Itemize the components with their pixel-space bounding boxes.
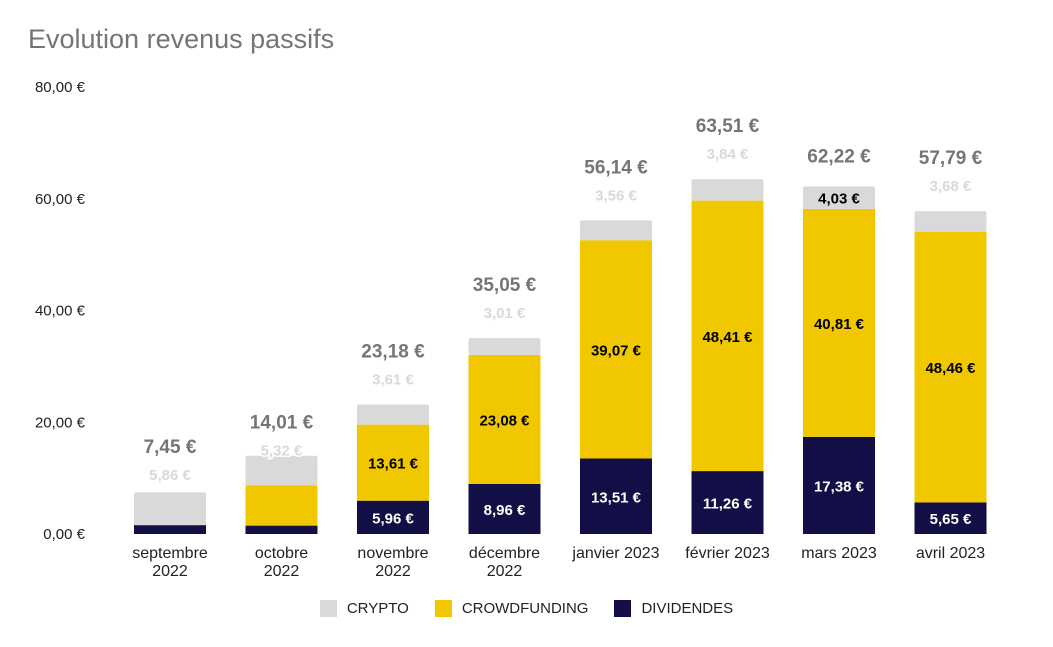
bar-segment-crowdfunding <box>357 424 429 501</box>
bar-segment-dividendes <box>803 436 875 534</box>
data-label: 11,26 € <box>703 496 753 513</box>
x-tick-label: octobre <box>255 545 308 562</box>
bar-segment-dividendes <box>691 471 764 534</box>
legend-label: CROWDFUNDING <box>461 600 589 617</box>
chart-title: Evolution revenus passifs <box>28 24 335 54</box>
bar-segment-crypto <box>245 455 318 486</box>
bar-segment-dividendes <box>245 525 318 534</box>
total-label: 14,01 € <box>250 413 314 434</box>
legend-swatch <box>434 600 452 617</box>
y-tick-label: 60,00 € <box>35 191 86 208</box>
legend-swatch <box>614 600 632 617</box>
data-label: 13,61 € <box>368 456 419 473</box>
x-tick-label: novembre <box>357 545 428 562</box>
legend: CRYPTO CROWDFUNDING DIVIDENDES <box>0 600 1053 617</box>
data-label: 3,84 € <box>707 146 749 163</box>
data-label: 13,51 € <box>591 489 642 506</box>
bar-segment-dividendes <box>580 458 652 534</box>
x-tick-label: septembre <box>132 545 208 562</box>
bar-segment-crypto <box>134 492 206 526</box>
total-label: 23,18 € <box>361 341 425 362</box>
x-tick-label: avril 2023 <box>916 545 985 562</box>
legend-label: DIVIDENDES <box>641 600 734 617</box>
data-label: 5,96 € <box>372 510 414 527</box>
data-label: 8,96 € <box>484 502 526 519</box>
x-tick-label: 2022 <box>487 563 523 580</box>
bar-segment-crowdfunding <box>468 354 541 484</box>
total-label: 63,51 € <box>696 116 760 137</box>
bar-segment-crowdfunding <box>245 485 318 526</box>
x-tick-label: mars 2023 <box>801 545 877 562</box>
y-tick-label: 80,00 € <box>35 79 86 96</box>
bar-segment-crypto <box>803 186 875 209</box>
legend-item-crypto[interactable]: CRYPTO <box>319 600 409 617</box>
data-label: 39,07 € <box>591 342 642 359</box>
bar-segment-dividendes <box>357 500 429 534</box>
data-label: 3,01 € <box>484 305 526 322</box>
data-label: 5,65 € <box>930 511 972 528</box>
data-label: 23,08 € <box>479 412 530 429</box>
total-label: 62,22 € <box>807 146 871 167</box>
data-label: 48,41 € <box>702 329 753 346</box>
bar-segment-crowdfunding <box>803 208 875 437</box>
x-tick-label: décembre <box>469 545 540 562</box>
x-tick-label: février 2023 <box>685 545 770 562</box>
bar-segment-crowdfunding <box>914 231 987 503</box>
data-label: 3,68 € <box>930 178 972 195</box>
x-tick-label: 2022 <box>375 563 411 580</box>
y-tick-label: 20,00 € <box>35 414 86 431</box>
legend-label: CRYPTO <box>346 600 409 617</box>
total-label: 7,45 € <box>144 437 197 458</box>
bar-segment-crowdfunding <box>580 240 652 459</box>
bar-segment-dividendes <box>468 483 541 534</box>
data-label: 4,03 € <box>818 191 860 208</box>
total-label: 35,05 € <box>473 275 537 296</box>
total-label: 57,79 € <box>919 148 983 169</box>
data-label: 3,56 € <box>595 187 637 204</box>
bar-segment-dividendes <box>914 502 987 534</box>
data-label: 5,86 € <box>149 467 191 484</box>
total-label: 56,14 € <box>584 157 648 178</box>
bar-segment-dividendes <box>134 525 206 534</box>
bar-segment-crypto <box>580 220 652 241</box>
x-tick-label: janvier 2023 <box>571 545 659 562</box>
legend-item-dividendes[interactable]: DIVIDENDES <box>614 600 733 617</box>
y-tick-label: 40,00 € <box>35 303 86 320</box>
data-label: 3,61 € <box>372 371 414 388</box>
legend-item-crowdfunding[interactable]: CROWDFUNDING <box>434 600 589 617</box>
bar-segment-crypto <box>357 404 429 425</box>
bar-segment-crypto <box>914 211 987 232</box>
y-tick-label: 0,00 € <box>43 526 85 543</box>
data-label: 5,32 € <box>261 443 303 460</box>
data-label: 17,38 € <box>814 478 865 495</box>
legend-swatch <box>319 600 337 617</box>
bar-segment-crowdfunding <box>691 200 764 472</box>
data-label: 40,81 € <box>814 316 865 333</box>
data-label: 48,46 € <box>925 360 976 377</box>
x-tick-label: 2022 <box>264 563 300 580</box>
bar-segment-crypto <box>468 338 541 355</box>
x-tick-label: 2022 <box>152 563 188 580</box>
bar-segment-crypto <box>691 179 764 201</box>
